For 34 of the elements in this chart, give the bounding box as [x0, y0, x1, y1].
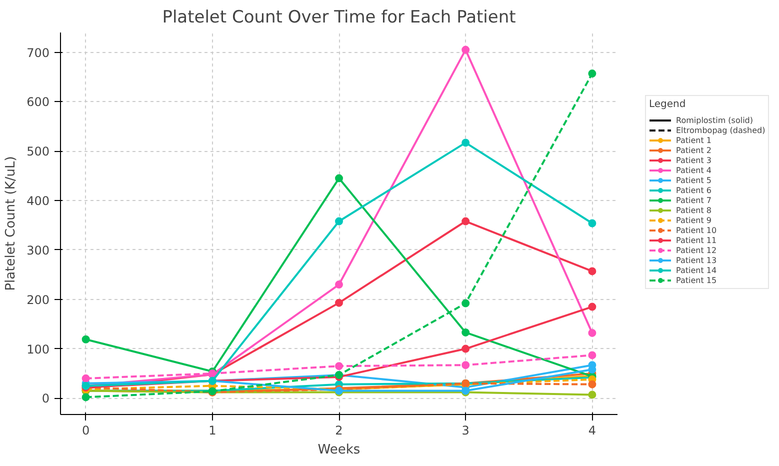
x-tick-label: 3: [462, 424, 470, 438]
y-tick-label: 700: [26, 46, 50, 60]
y-tick-label: 0: [42, 392, 50, 406]
legend-label: Patient 3: [676, 155, 712, 165]
legend-label: Patient 10: [676, 225, 717, 235]
legend-label: Patient 6: [676, 185, 712, 195]
legend-label: Patient 4: [676, 165, 712, 175]
x-tick-label: 0: [82, 424, 90, 438]
legend-label: Eltrombopag (dashed): [676, 125, 766, 135]
legend-label: Patient 8: [676, 205, 712, 215]
x-tick-label: 2: [335, 424, 343, 438]
legend-title: Legend: [649, 99, 687, 110]
y-axis-title: Platelet Count (K/uL): [4, 156, 19, 291]
legend-label: Patient 9: [676, 215, 712, 225]
y-tick-label: 100: [26, 342, 50, 356]
legend-label: Patient 14: [676, 265, 717, 275]
legend-label: Patient 5: [676, 175, 712, 185]
x-tick-label: 1: [208, 424, 216, 438]
y-tick-label: 400: [26, 194, 50, 208]
chart-title: Platelet Count Over Time for Each Patient: [162, 8, 516, 28]
legend-label: Patient 2: [676, 145, 712, 155]
legend-label: Patient 1: [676, 135, 712, 145]
legend-label: Romiplostim (solid): [676, 115, 753, 125]
y-tick-label: 200: [26, 292, 50, 307]
y-tick-label: 300: [26, 243, 50, 258]
y-tick-label: 500: [26, 144, 50, 159]
legend-label: Patient 7: [676, 195, 712, 205]
legend-label: Patient 13: [676, 255, 717, 265]
legend-label: Patient 15: [676, 275, 717, 285]
y-tick-label: 600: [26, 95, 50, 110]
x-axis-title: Weeks: [318, 442, 360, 458]
x-tick-label: 4: [588, 424, 596, 438]
legend-label: Patient 12: [676, 245, 717, 255]
legend-label: Patient 11: [676, 235, 717, 245]
